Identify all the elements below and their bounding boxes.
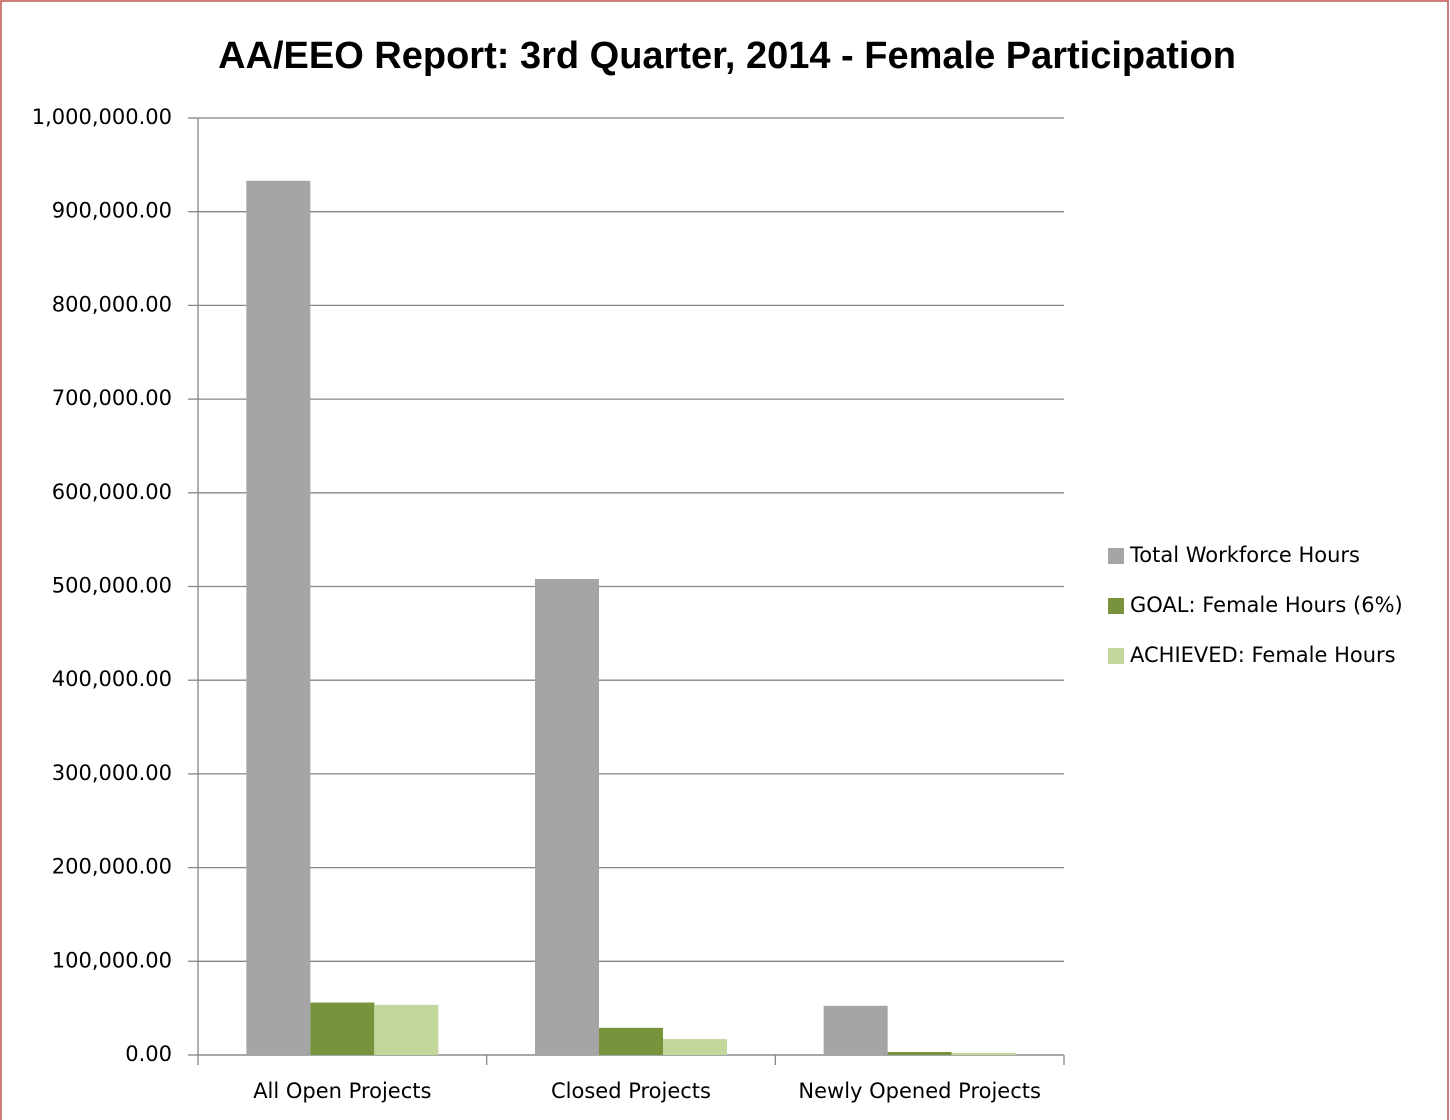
bar <box>599 1027 663 1055</box>
legend-label: ACHIEVED: Female Hours <box>1130 643 1396 667</box>
legend-label: Total Workforce Hours <box>1129 543 1360 567</box>
bar <box>823 1005 888 1055</box>
y-tick-label: 600,000.00 <box>52 480 172 504</box>
chart-title: AA/EEO Report: 3rd Quarter, 2014 - Femal… <box>218 35 1236 77</box>
bar <box>887 1052 952 1055</box>
bar <box>310 1002 375 1055</box>
x-tick-label: Newly Opened Projects <box>798 1079 1041 1103</box>
y-tick-label: 100,000.00 <box>52 948 172 972</box>
y-tick-label: 1,000,000.00 <box>32 105 172 129</box>
legend-swatch <box>1108 548 1124 564</box>
y-tick-label: 800,000.00 <box>52 292 172 316</box>
bar <box>663 1039 727 1055</box>
y-tick-label: 900,000.00 <box>52 199 172 223</box>
x-tick-label: All Open Projects <box>253 1079 431 1103</box>
x-tick-label: Closed Projects <box>551 1079 711 1103</box>
legend-label: GOAL: Female Hours (6%) <box>1130 593 1403 617</box>
y-tick-label: 0.00 <box>125 1042 172 1066</box>
bar <box>246 180 311 1056</box>
legend-swatch <box>1108 598 1124 614</box>
bar <box>374 1004 439 1055</box>
y-tick-label: 700,000.00 <box>52 386 172 410</box>
y-tick-label: 400,000.00 <box>52 667 172 691</box>
y-tick-label: 500,000.00 <box>52 574 172 598</box>
bar <box>951 1053 1016 1055</box>
y-tick-label: 200,000.00 <box>52 855 172 879</box>
legend-swatch <box>1108 648 1124 664</box>
y-tick-label: 300,000.00 <box>52 761 172 785</box>
bar <box>535 579 599 1055</box>
